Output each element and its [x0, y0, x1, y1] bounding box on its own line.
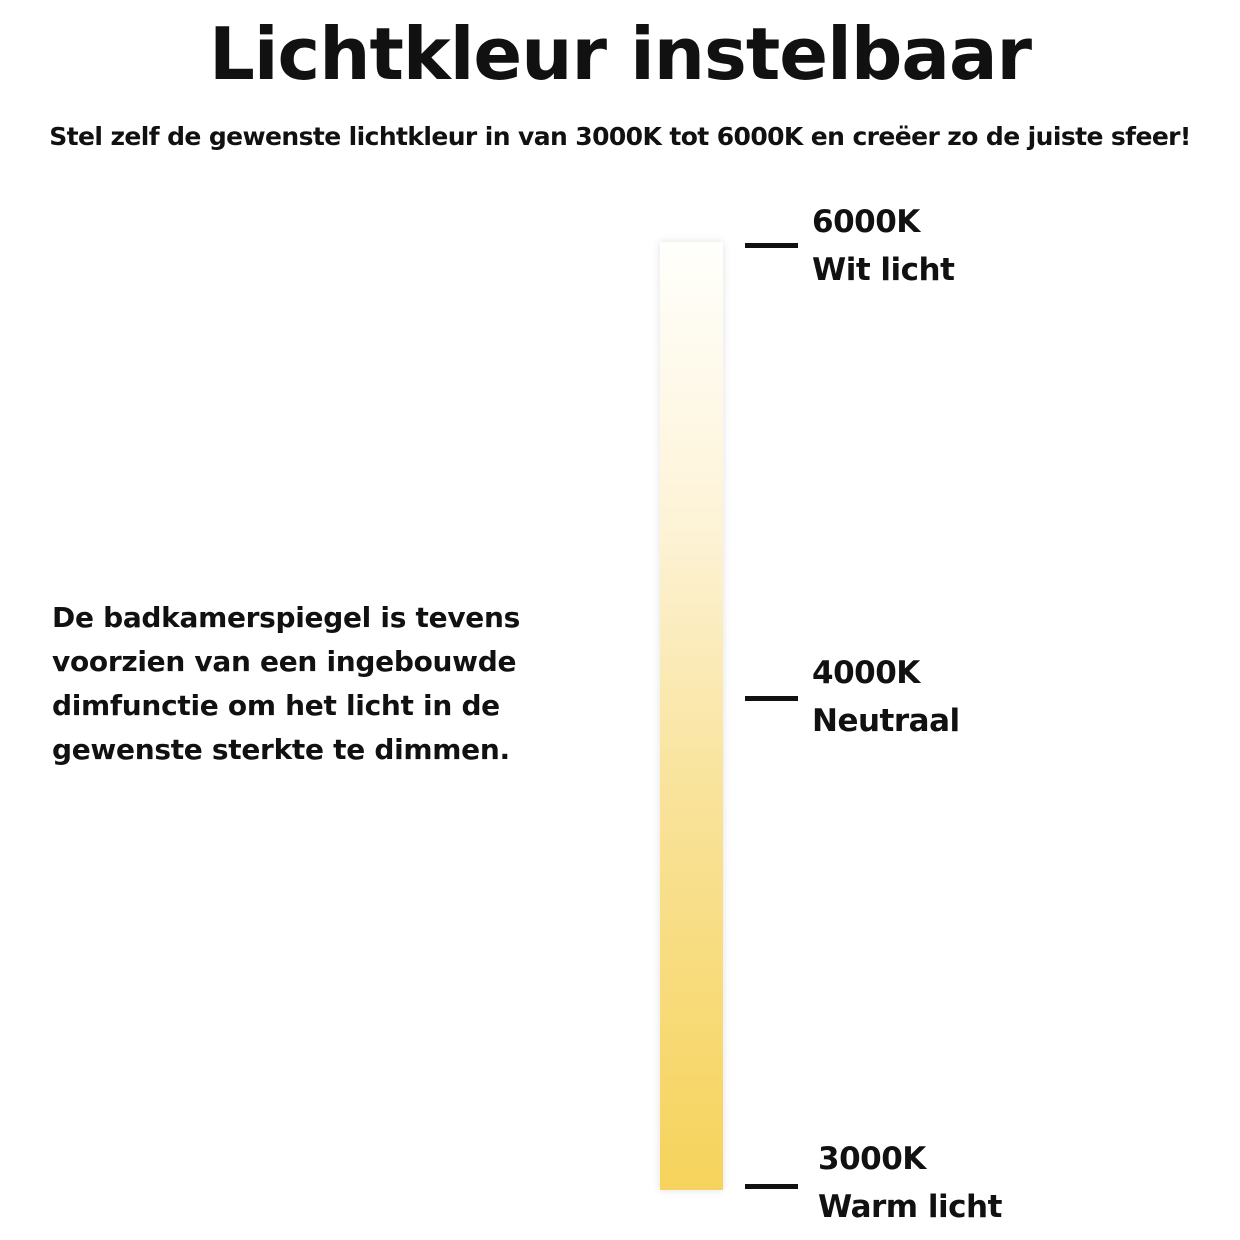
description-line: gewenste sterkte te dimmen.: [52, 733, 510, 766]
page-title: Lichtkleur instelbaar: [208, 12, 1032, 96]
tick-3000k: [745, 1184, 798, 1189]
marker-label: Neutraal: [812, 703, 960, 739]
description-line: voorzien van een ingebouwde: [52, 645, 517, 678]
tick-4000k: [745, 696, 798, 701]
description-line: dimfunctie om het licht in de: [52, 689, 500, 722]
marker-4000k: 4000K Neutraal: [812, 649, 960, 745]
marker-3000k: 3000K Warm licht: [818, 1135, 1002, 1231]
color-temperature-gradient-bar: [660, 242, 723, 1190]
marker-value: 3000K: [818, 1141, 926, 1177]
marker-label: Warm licht: [818, 1189, 1002, 1225]
description-text: De badkamerspiegel is tevens voorzien va…: [52, 596, 612, 772]
marker-6000k: 6000K Wit licht: [812, 198, 955, 294]
marker-value: 6000K: [812, 204, 920, 240]
description-line: De badkamerspiegel is tevens: [52, 601, 520, 634]
subtitle: Stel zelf de gewenste lichtkleur in van …: [49, 122, 1191, 151]
marker-value: 4000K: [812, 655, 920, 691]
marker-label: Wit licht: [812, 252, 955, 288]
tick-6000k: [745, 243, 798, 248]
